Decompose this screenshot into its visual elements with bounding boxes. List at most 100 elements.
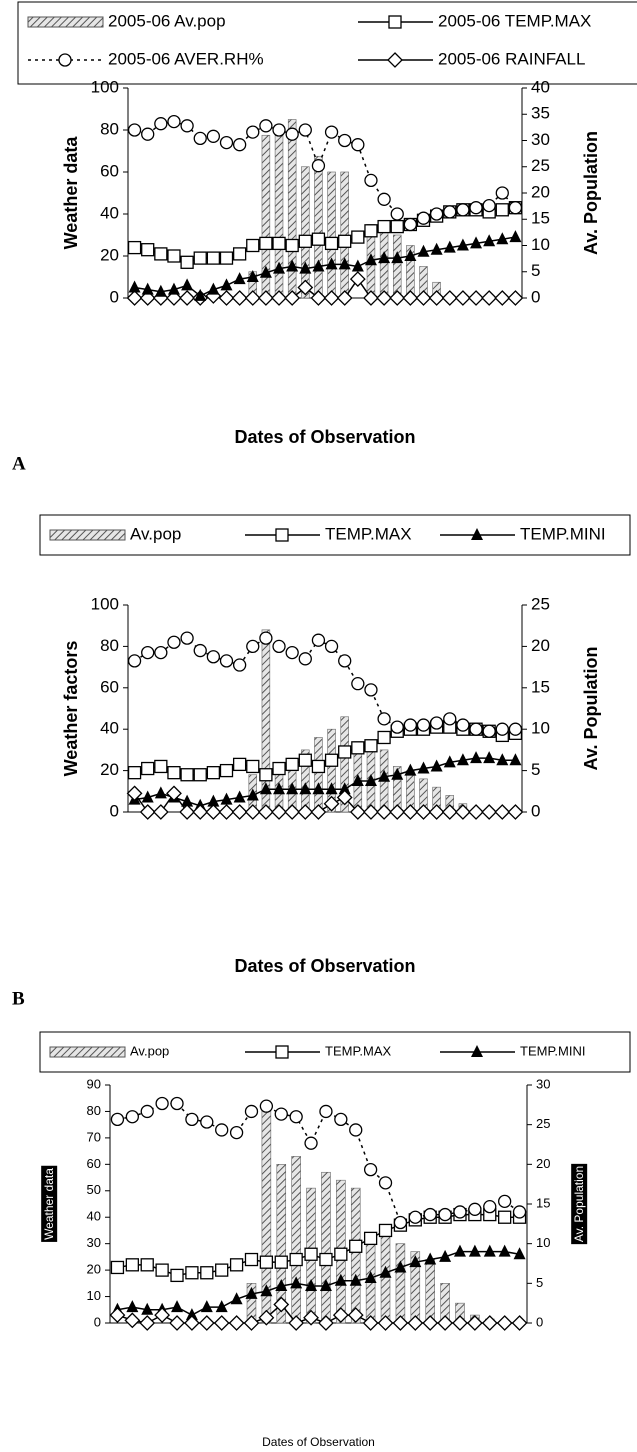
marker [213,1315,230,1331]
marker [443,712,457,726]
y2-tick-label: 5 [531,261,540,280]
marker [509,230,522,243]
marker [284,804,301,820]
y-tick-label: 20 [100,760,119,779]
marker [155,1263,169,1277]
marker [363,804,379,820]
marker [258,1309,275,1326]
marker [376,290,393,306]
marker [288,1315,305,1331]
title-background [571,1163,588,1245]
marker [272,761,286,776]
legend-label: TEMP.MINI [520,1043,586,1058]
marker [377,1315,394,1331]
marker [185,1308,198,1321]
marker [349,804,366,820]
marker [393,1215,408,1230]
marker [428,804,445,820]
marker [215,1123,229,1137]
marker [430,242,443,255]
series-line [117,1102,520,1224]
marker [141,243,155,257]
marker [125,1110,139,1124]
y-axis-title: Weather data [61,136,81,250]
marker [494,804,511,820]
marker [319,1104,333,1119]
marker [181,278,194,291]
marker [297,804,314,820]
marker [298,234,312,248]
marker [305,1278,318,1291]
marker [470,236,483,249]
marker [273,261,286,274]
marker [481,804,498,820]
marker [193,768,207,782]
marker [140,1258,154,1272]
marker [312,782,325,795]
bar [301,166,310,299]
marker [126,290,143,306]
y2-tick-label: 0 [531,801,540,820]
y2-tick-label: 25 [531,594,550,613]
marker [259,236,273,251]
marker [219,763,234,778]
marker [198,1315,215,1331]
marker [453,1244,466,1257]
marker [231,290,248,306]
marker [402,290,419,306]
marker [390,219,404,234]
marker [259,782,272,795]
bar [395,1243,406,1324]
marker [286,259,299,272]
marker [377,219,391,234]
marker [443,755,456,768]
marker [285,238,299,253]
marker [244,1104,259,1119]
marker [481,290,498,306]
marker [310,290,327,306]
marker [417,244,430,257]
y2-tick-label: 20 [531,182,550,201]
marker [200,1266,214,1280]
marker [152,804,169,820]
marker [378,1223,393,1238]
y2-tick-label: 20 [531,636,550,655]
marker [394,1260,407,1273]
marker [110,1112,125,1127]
marker [507,804,524,820]
marker [471,528,483,540]
marker [363,1162,378,1177]
marker [495,722,509,736]
marker [351,677,365,691]
legend-label: 2005-06 Av.pop [108,11,226,30]
marker [349,1239,363,1253]
marker [311,232,326,246]
marker [257,290,274,306]
marker [271,804,287,820]
marker [219,135,234,150]
marker [299,261,312,274]
marker [233,790,246,803]
marker [154,786,167,799]
y-tick-label: 70 [87,1129,101,1144]
marker [246,270,259,282]
marker [193,643,207,658]
marker [170,1268,184,1283]
marker [312,259,325,272]
marker [482,198,496,213]
y-tick-label: 100 [91,77,119,96]
y-tick-label: 90 [87,1076,101,1091]
marker [193,251,207,265]
marker [334,1273,347,1286]
marker [389,804,406,820]
marker [324,125,339,139]
bar [291,1156,301,1324]
marker [285,645,299,660]
marker [229,1125,244,1140]
marker [387,52,403,68]
x-axis-title: Dates of Observation [234,956,415,976]
marker [275,528,289,542]
marker [512,1205,527,1219]
marker [141,645,155,660]
marker [498,1194,512,1209]
